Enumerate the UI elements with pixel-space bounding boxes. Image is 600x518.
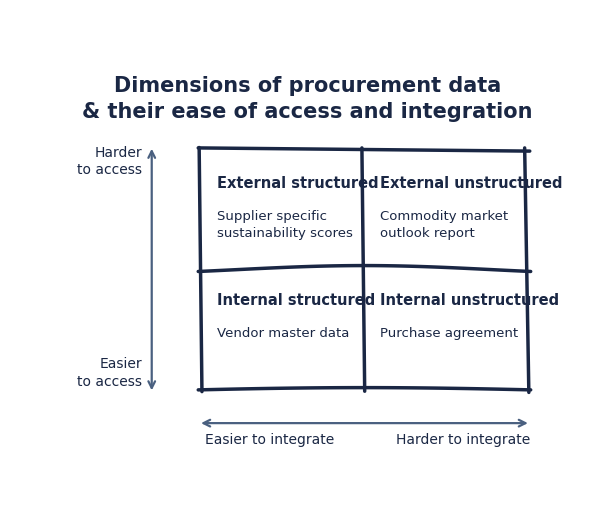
Text: External unstructured: External unstructured [380, 176, 562, 191]
Text: Supplier specific
sustainability scores: Supplier specific sustainability scores [217, 210, 353, 240]
Text: Harder to integrate: Harder to integrate [397, 433, 531, 447]
Text: External structured: External structured [217, 176, 379, 191]
Text: Dimensions of procurement data
& their ease of access and integration: Dimensions of procurement data & their e… [82, 76, 533, 122]
Text: Purchase agreement: Purchase agreement [380, 327, 518, 340]
Text: Internal unstructured: Internal unstructured [380, 294, 559, 309]
Text: Easier
to access: Easier to access [77, 357, 142, 388]
Text: Easier to integrate: Easier to integrate [205, 433, 334, 447]
Text: Harder
to access: Harder to access [77, 146, 142, 177]
Text: Vendor master data: Vendor master data [217, 327, 349, 340]
Text: Commodity market
outlook report: Commodity market outlook report [380, 210, 508, 240]
Text: Internal structured: Internal structured [217, 294, 375, 309]
